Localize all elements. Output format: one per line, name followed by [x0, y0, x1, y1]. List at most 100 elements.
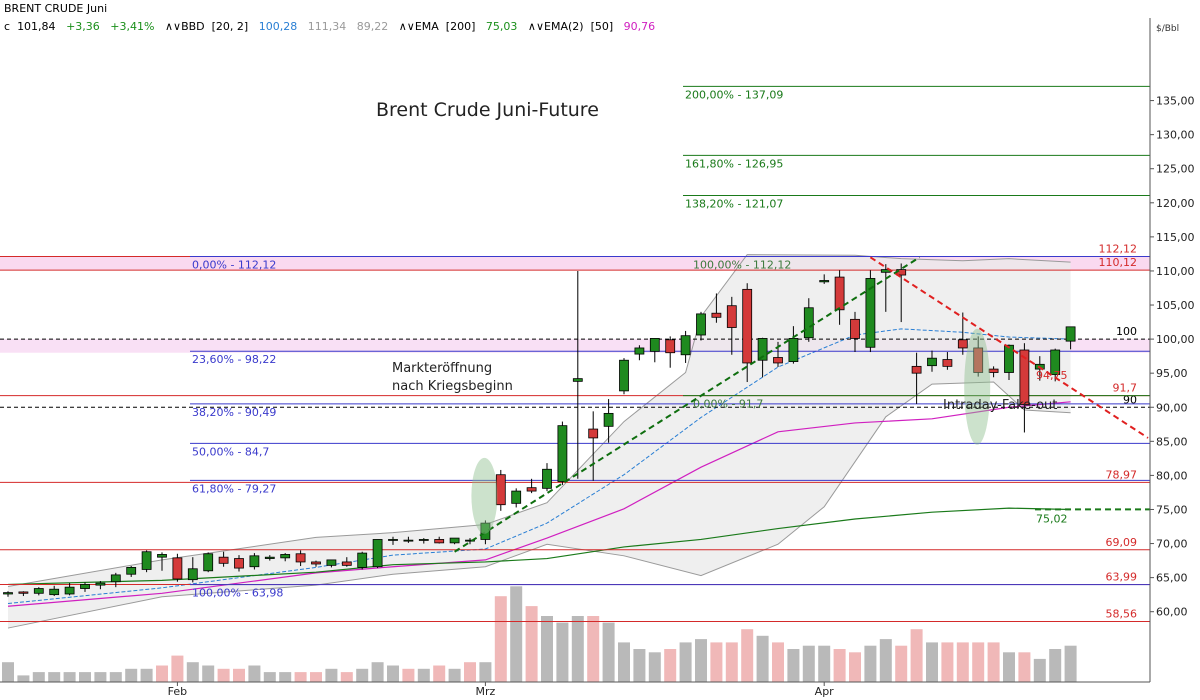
- volume-bar: [125, 668, 138, 682]
- red-level-label: 58,56: [1106, 608, 1138, 621]
- candle-body: [33, 588, 44, 594]
- close-value: 101,84: [17, 20, 56, 33]
- candle-body: [773, 357, 783, 364]
- bollinger-mid-line: [7, 328, 1071, 605]
- volume-bar: [494, 596, 507, 682]
- candle-body: [403, 539, 414, 542]
- chart-title: Brent Crude Juni-Future: [376, 99, 599, 121]
- bollinger-upper-line: [7, 254, 1071, 587]
- y-tick-label: 80,00: [1156, 469, 1188, 482]
- chart-header: BRENT CRUDE Juni c 101,84 +3,36 +3,41% ∧…: [0, 0, 1200, 36]
- volume-bar: [556, 622, 569, 682]
- volume-bar: [602, 622, 615, 682]
- volume-bar: [325, 668, 338, 682]
- volume-bar: [371, 662, 384, 682]
- candle-body: [603, 412, 614, 427]
- volume-bar: [186, 662, 199, 682]
- fib-level-label: 50,00% - 84,7: [192, 445, 269, 458]
- volume-bar: [679, 642, 692, 682]
- fib-extension-label: 200,00% - 137,09: [685, 88, 783, 101]
- volume-bar: [879, 639, 892, 682]
- candle-body: [665, 339, 676, 354]
- candle-body: [819, 280, 830, 283]
- candle-body: [1004, 344, 1014, 373]
- highlight-ellipse: [471, 457, 498, 534]
- candle-body: [495, 474, 506, 506]
- volume-bar: [94, 672, 107, 682]
- volume-bar: [217, 668, 230, 682]
- candle-body: [326, 559, 337, 566]
- volume-bar: [664, 649, 677, 682]
- candle-body: [850, 318, 860, 339]
- volume-bar: [818, 645, 831, 682]
- change-value: +3,36: [66, 20, 100, 33]
- ema50-icon: ∧∨: [527, 20, 544, 33]
- volume-bar: [202, 665, 215, 682]
- bbd-icon: ∧∨: [164, 20, 182, 33]
- unit-label: $/Bbl: [1156, 24, 1179, 34]
- red-level-label: 112,12: [1099, 243, 1138, 256]
- y-tick-label: 95,00: [1156, 367, 1188, 380]
- candle-body: [465, 539, 475, 542]
- change-pct: +3,41%: [110, 20, 155, 33]
- highlight-ellipse: [964, 328, 991, 445]
- volume-bar: [710, 642, 723, 682]
- volume-bar: [263, 672, 276, 682]
- ema50-label: EMA(2): [544, 20, 584, 33]
- fib-level-label: 100,00% - 63,98: [192, 587, 283, 600]
- ema200-line: [7, 507, 1071, 586]
- y-tick-label: 60,00: [1156, 606, 1188, 619]
- volume-bar: [448, 668, 461, 682]
- candle-body: [757, 338, 768, 361]
- volume-bar: [48, 672, 61, 682]
- annotation-fakeout: Intraday-Fake-out: [943, 398, 1057, 413]
- candle-body: [172, 557, 183, 580]
- y-tick-label: 70,00: [1156, 538, 1188, 551]
- volume-bar: [2, 662, 14, 682]
- fib-level-label: 38,20% - 90,49: [192, 406, 276, 419]
- ema200-label: EMA: [414, 20, 439, 33]
- candle-body: [372, 539, 383, 568]
- candle-body: [187, 568, 198, 581]
- candle-body: [110, 574, 121, 583]
- annotation-kriegsbeginn-line1: Markteröffnung: [392, 361, 492, 376]
- candle-body: [942, 359, 953, 367]
- candle-body: [742, 288, 753, 364]
- volume-bar: [633, 649, 646, 682]
- red-trend-line: [869, 256, 1149, 439]
- volume-bar: [1033, 658, 1046, 682]
- red-level-label: 78,97: [1106, 468, 1138, 481]
- candle-body: [927, 357, 937, 367]
- y-tick-label: 120,00: [1156, 197, 1195, 210]
- candle-body: [957, 339, 968, 349]
- volume-bar: [941, 642, 954, 682]
- candle-body: [264, 556, 275, 559]
- candle-body: [357, 552, 368, 568]
- candle-body: [203, 553, 214, 572]
- volume-bar: [340, 672, 353, 682]
- volume-bar: [1018, 652, 1031, 682]
- fib-level-label: 23,60% - 98,22: [192, 353, 276, 366]
- fib-small-label: 100,00% - 112,12: [693, 259, 791, 272]
- volume-bar: [618, 642, 630, 682]
- volume-bar: [1049, 649, 1062, 682]
- volume-bar: [233, 668, 245, 682]
- bbd-params: [20, 2]: [211, 20, 249, 33]
- volume-bar: [756, 635, 769, 682]
- bollinger-lower-line: [7, 381, 1071, 629]
- volume-bar: [802, 645, 815, 682]
- fib-level-label: 61,80% - 79,27: [192, 482, 276, 495]
- candle-body: [834, 276, 845, 311]
- bbd-low-value: 89,22: [356, 20, 389, 33]
- volume-bar: [895, 645, 908, 682]
- candle-body: [788, 338, 799, 362]
- volume-bar: [279, 672, 292, 682]
- candle-body: [18, 591, 29, 594]
- volume-bar: [294, 672, 307, 682]
- y-tick-label: 85,00: [1156, 435, 1188, 448]
- x-tick-label: Apr: [815, 685, 835, 698]
- candle-body: [480, 522, 491, 540]
- candle-body: [64, 586, 75, 595]
- volume-bar: [356, 668, 369, 682]
- symbol-title: BRENT CRUDE Juni: [4, 2, 108, 15]
